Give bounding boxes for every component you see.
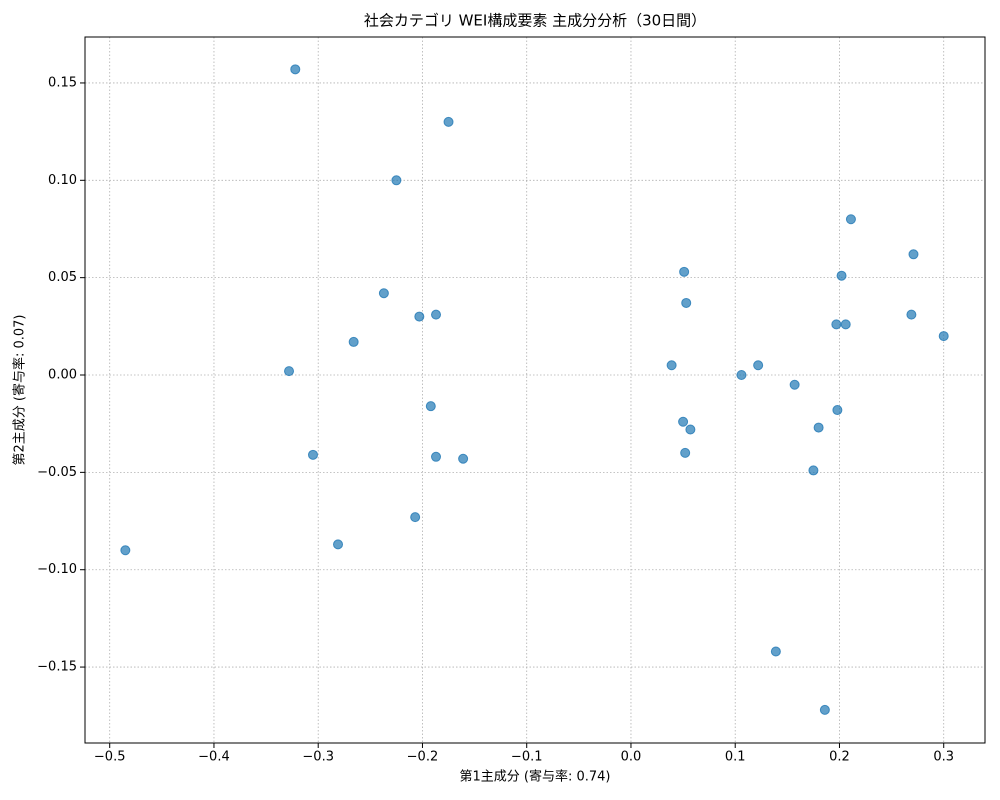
point (333, 539, 344, 550)
point (378, 288, 389, 299)
y-tick-label: −0.10 (37, 562, 77, 577)
x-tick-label: −0.4 (198, 750, 230, 765)
point (284, 366, 295, 377)
point (789, 379, 800, 390)
point (666, 360, 677, 371)
y-tick-label: −0.05 (37, 465, 77, 480)
point (678, 416, 689, 427)
x-tick-label: 0.1 (725, 750, 746, 765)
point (348, 336, 359, 347)
x-tick-label: −0.2 (407, 750, 439, 765)
point (681, 297, 692, 308)
y-axis-label: 第2主成分 (寄与率: 0.07) (12, 314, 28, 465)
point (685, 424, 696, 435)
x-axis-label: 第1主成分 (寄与率: 0.74) (459, 769, 610, 785)
point (431, 309, 442, 320)
y-tick-label: 0.15 (48, 75, 77, 90)
point (431, 451, 442, 462)
y-tick-label: 0.00 (48, 368, 77, 383)
point (832, 405, 843, 416)
point (753, 360, 764, 371)
point (120, 545, 131, 556)
point (906, 309, 917, 320)
point (414, 311, 425, 322)
point (736, 370, 747, 381)
point (813, 422, 824, 433)
y-tick-label: 0.05 (48, 270, 77, 285)
x-tick-label: 0.2 (829, 750, 850, 765)
point (443, 116, 454, 127)
point (831, 319, 842, 330)
point (770, 646, 781, 657)
x-tick-label: 0.0 (621, 750, 642, 765)
point (938, 331, 949, 342)
point (819, 704, 830, 715)
point (680, 447, 691, 458)
point (808, 465, 819, 476)
point (845, 214, 856, 225)
y-tick-label: −0.15 (37, 660, 77, 675)
point (679, 266, 690, 277)
point (391, 175, 402, 186)
point (290, 64, 301, 75)
point (836, 270, 847, 281)
x-tick-label: 0.3 (933, 750, 954, 765)
y-tick-label: 0.10 (48, 173, 77, 188)
point (307, 449, 318, 460)
point (908, 249, 919, 260)
x-tick-label: −0.3 (302, 750, 334, 765)
chart-title: 社会カテゴリ WEI構成要素 主成分分析（30日間） (364, 12, 706, 30)
x-tick-label: −0.1 (511, 750, 543, 765)
x-tick-label: −0.5 (94, 750, 126, 765)
point (410, 512, 421, 523)
plot-frame (84, 36, 986, 744)
point (458, 453, 469, 464)
point (425, 401, 436, 412)
point (840, 319, 851, 330)
